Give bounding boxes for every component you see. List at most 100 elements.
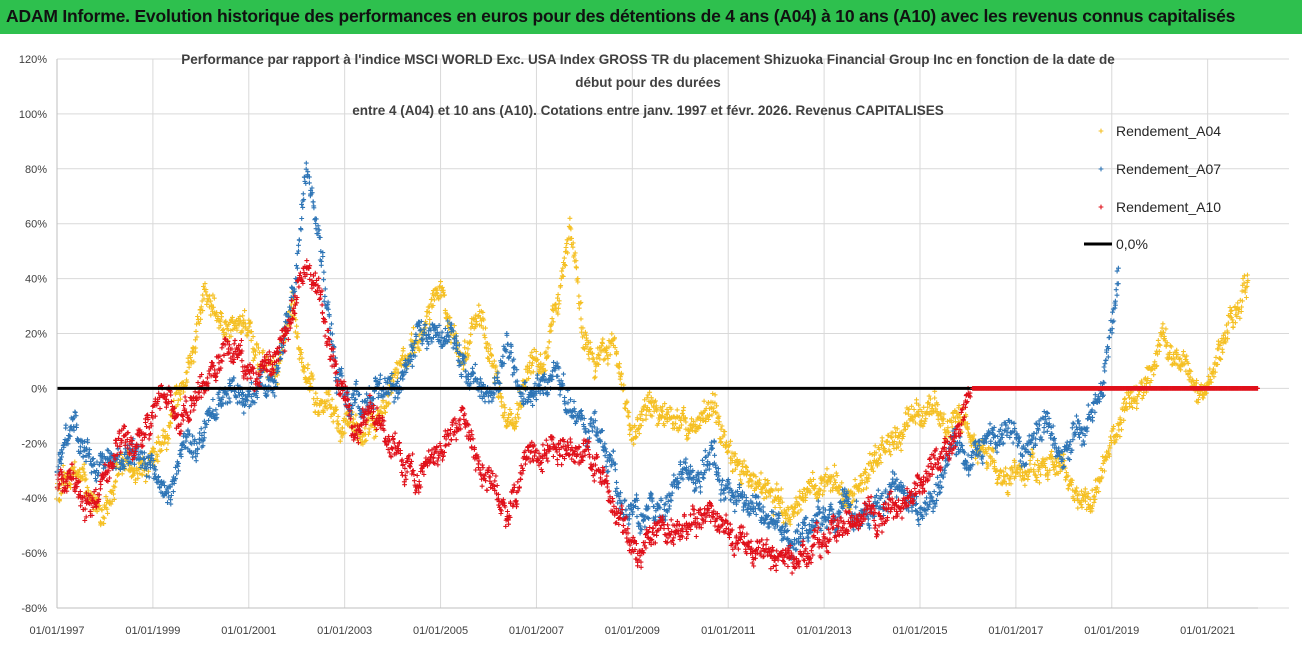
a04-point [665,409,671,415]
a04-point [764,494,769,500]
a04-point [394,366,400,372]
a04-point [336,422,341,428]
a04-point [570,244,576,250]
a04-point [154,440,159,445]
a04-point [314,396,320,401]
a04-point [162,429,168,434]
a04-point [299,350,304,356]
a04-point [835,487,841,493]
a04-point [774,481,780,487]
a04-point [733,466,738,472]
a04-point [732,451,738,457]
a04-point [714,403,719,409]
a04-point [605,361,611,367]
a04-point [787,517,793,522]
a04-point [178,396,183,402]
a04-point [668,415,674,421]
a04-point [600,341,605,346]
a04-point [529,363,535,368]
a04-point [818,487,823,493]
a04-point [779,499,785,505]
a04-point [761,496,767,501]
a04-point [507,407,513,412]
a04-point [716,413,722,419]
a04-point [545,345,551,351]
a04-point [184,369,190,375]
a04-point [155,453,160,459]
a04-point [501,415,507,421]
a04-point [186,364,192,370]
a04-point [250,358,256,363]
a04-point [797,502,802,508]
a04-point [337,438,343,444]
a04-point [604,353,610,359]
a04-point [430,303,436,308]
a04-point [250,334,256,339]
a04-point [254,341,260,347]
a04-point [332,411,337,416]
a04-point [719,423,725,429]
a04-point [119,471,125,477]
a04-point [484,345,489,351]
a04-point [571,252,577,258]
a04-point [725,449,730,455]
a04-point [638,423,644,428]
a04-point [836,490,842,496]
a04-point [682,416,688,422]
a04-point [636,431,642,436]
a04-point [481,317,487,323]
a04-point [555,311,561,317]
a04-point [656,421,661,426]
a04-point [618,374,623,380]
a04-point [360,441,366,447]
a04-point [596,362,601,367]
a04-point [600,336,606,342]
a04-point [657,405,663,411]
a04-point [578,316,584,322]
a04-point [797,488,803,494]
a04-point [643,416,649,422]
a04-point [473,324,478,330]
a04-point [236,322,242,328]
a04-point [832,462,837,468]
a04-point [198,304,204,310]
a04-point [576,305,582,311]
a04-point [627,422,633,428]
a04-point [777,505,783,510]
a04-point [558,283,564,288]
a04-point [678,415,684,421]
a04-point [159,448,164,453]
a04-point [706,417,711,422]
a04-point [814,496,820,501]
a04-point [728,455,734,461]
a04-point [242,308,247,313]
a04-point [839,480,845,486]
a04-point [111,491,116,497]
a04-point [57,498,62,504]
a04-point [793,495,799,501]
a04-point [701,398,707,404]
a04-point [323,403,329,409]
a04-point [234,327,240,333]
a04-point [738,477,743,483]
a04-point [823,472,829,477]
a04-point [587,347,593,352]
a04-point [293,329,298,335]
a04-point [584,335,589,341]
a04-point [645,392,651,398]
a04-point [530,369,536,375]
a04-point [617,361,622,367]
a04-point [753,474,759,480]
a04-point [190,350,195,356]
a04-point [72,459,78,465]
a04-point [260,348,266,354]
a04-point [486,356,491,361]
a04-point [77,467,82,473]
a04-point [325,398,331,404]
a04-point [569,236,574,241]
a04-point [76,470,82,476]
a04-point [568,226,574,232]
a04-point [204,292,210,298]
a04-point [313,390,319,396]
a04-point [294,323,299,329]
